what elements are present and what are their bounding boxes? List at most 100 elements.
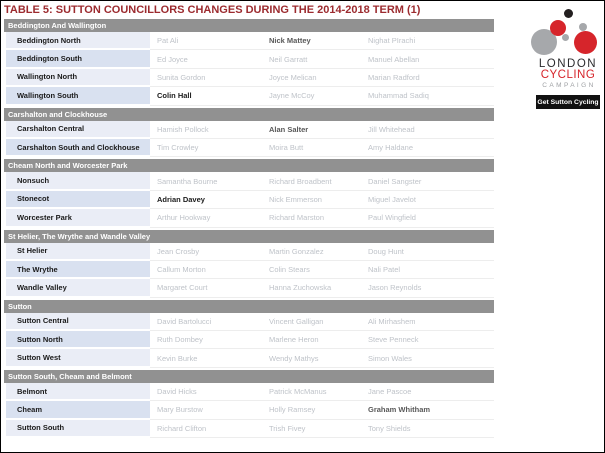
section-rows: Beddington North Pat Ali Nick Mattey Nighat… — [4, 32, 494, 106]
councillor-name: Trish Fivey — [269, 423, 306, 433]
councillor-name: Jason Reynolds — [368, 283, 422, 293]
ward-name: Sutton West — [4, 349, 150, 368]
councillor-name: Nick Mattey — [269, 36, 311, 46]
councillor-cell: Callum Morton — [150, 261, 262, 280]
table-row: Sutton South Richard Clifton Trish Fivey To… — [4, 419, 494, 439]
councillor-cell: Kevin Burke — [150, 349, 262, 368]
councillor-name: Martin Gonzalez — [269, 246, 324, 256]
councillor-name: Neil Garratt — [269, 54, 308, 64]
councillor-name: Kevin Burke — [157, 353, 198, 363]
ward-name: Sutton Central — [4, 312, 150, 332]
councillor-name: David Bartolucci — [157, 316, 212, 326]
table-row: Cheam Mary Burstow Holly Ramsey Graham Whit… — [4, 401, 494, 420]
councillor-cell: Simon Wales — [361, 349, 494, 368]
councillor-name: Richard Marston — [269, 213, 325, 223]
section-header: Sutton — [4, 299, 494, 313]
councillor-cell: Pat Ali — [150, 32, 262, 51]
councillor-cell: Miguel Javelot — [361, 191, 494, 210]
ward-name: Sutton North — [4, 331, 150, 350]
councillor-cell: Arthur Hookway — [150, 209, 262, 228]
councillor-name: Colin Stears — [269, 265, 310, 275]
councillor-name: Holly Ramsey — [269, 405, 316, 415]
councillor-name: Ali Mirhashem — [368, 316, 416, 326]
councillor-cell: Jean Crosby — [150, 243, 262, 261]
councillor-cell: Nick Emmerson — [262, 191, 361, 210]
councillor-name: Colin Hall — [157, 91, 192, 101]
logo-word-cycling: CYCLING — [540, 69, 596, 81]
councillor-cell: Jayne McCoy — [262, 87, 361, 106]
ward-name: Cheam — [4, 401, 150, 420]
ward-name: Wandle Valley — [4, 279, 150, 298]
table-row: Belmont David Hicks Patrick McManus Jane Pa… — [4, 382, 494, 402]
table-row: Worcester Park Arthur Hookway Richard Mars… — [4, 209, 494, 228]
councillor-cell: Vincent Galligan — [262, 313, 361, 332]
page-title: TABLE 5: SUTTON COUNCILLORS CHANGES DURI… — [4, 4, 421, 16]
councillor-cell: Paul Wingfield — [361, 209, 494, 228]
councillor-name: Daniel Sangster — [368, 176, 422, 186]
section-header: Carshalton and Clockhouse — [4, 107, 494, 121]
councillor-cell: Margaret Court — [150, 279, 262, 298]
councillor-name: Steve Penneck — [368, 335, 419, 345]
councillor-name: Richard Broadbent — [269, 176, 332, 186]
councillor-cell: Amy Haldane — [361, 139, 494, 158]
logo-circle-black-icon — [564, 9, 573, 18]
councillor-name: Nighat PIrachi — [368, 36, 416, 46]
section-header: St Helier, The Wrythe and Wandle Valley — [4, 229, 494, 243]
section-rows: Carshalton Central Hamish Pollock Alan Sal… — [4, 120, 494, 158]
councillor-cell: Jane Pascoe — [361, 383, 494, 402]
ward-name: Belmont — [4, 382, 150, 402]
councillor-name: Pat Ali — [157, 36, 179, 46]
table-row: Sutton West Kevin Burke Wendy Mathys Simon … — [4, 349, 494, 368]
table-row: St Helier Jean Crosby Martin Gonzalez Doug … — [4, 242, 494, 261]
councillor-cell: Tim Crowley — [150, 139, 262, 158]
ward-name: Beddington North — [4, 32, 150, 51]
table-row: Carshalton Central Hamish Pollock Alan Sal… — [4, 120, 494, 139]
ward-name: St Helier — [4, 242, 150, 261]
councillor-name: Miguel Javelot — [368, 194, 416, 204]
councillor-name: Hamish Pollock — [157, 124, 209, 134]
section-rows: St Helier Jean Crosby Martin Gonzalez Doug … — [4, 242, 494, 298]
table-row: Stonecot Adrian Davey Nick Emmerson Miguel … — [4, 190, 494, 210]
table-row: The Wrythe Callum Morton Colin Stears Nali … — [4, 260, 494, 280]
councillor-cell: David Hicks — [150, 383, 262, 402]
lcc-circles-icon — [521, 5, 603, 55]
table-row: Wandle Valley Margaret Court Hanna Zuchows… — [4, 279, 494, 298]
councillor-cell: Trish Fivey — [262, 420, 361, 439]
councillor-cell: Marlene Heron — [262, 331, 361, 350]
logo-word-campaign: CAMPAIGN — [542, 82, 596, 89]
ward-name: Nonsuch — [4, 172, 150, 191]
london-cycling-campaign-logo: LONDON CYCLING CAMPAIGN Get Sutton Cycli… — [521, 5, 603, 109]
councillor-cell: Martin Gonzalez — [262, 243, 361, 261]
logo-circle-gray-mid-icon — [562, 34, 569, 41]
councillor-cell: Patrick McManus — [262, 383, 361, 402]
councillor-cell: Ali Mirhashem — [361, 313, 494, 332]
councillor-cell: Mary Burstow — [150, 401, 262, 420]
section-rows: Sutton Central David Bartolucci Vincent Ga… — [4, 312, 494, 368]
councillor-cell: Joyce Melican — [262, 69, 361, 88]
section-rows: Nonsuch Samantha Bourne Richard Broadbent D… — [4, 172, 494, 228]
section-header: Cheam North and Worcester Park — [4, 159, 494, 173]
ward-name: Worcester Park — [4, 209, 150, 228]
councillor-cell: Moira Butt — [262, 139, 361, 158]
councillor-name: Vincent Galligan — [269, 316, 324, 326]
councillor-cell: Adrian Davey — [150, 191, 262, 210]
councillor-cell: Colin Stears — [262, 261, 361, 280]
logo-word-london: LONDON — [538, 58, 598, 70]
councillor-name: Amy Haldane — [368, 143, 414, 153]
councillor-name: Callum Morton — [157, 265, 206, 275]
ward-name: Carshalton Central — [4, 120, 150, 139]
councillor-cell: Richard Marston — [262, 209, 361, 228]
councillor-cell: Colin Hall — [150, 87, 262, 106]
councillor-cell: Alan Salter — [262, 121, 361, 139]
councillor-name: Ruth Dombey — [157, 335, 203, 345]
councillor-cell: Neil Garratt — [262, 50, 361, 69]
logo-circle-red-big-icon — [574, 31, 597, 54]
ward-name: Carshalton South and Clockhouse — [4, 138, 150, 158]
councillor-name: Hanna Zuchowska — [269, 283, 332, 293]
ward-name: Wallington North — [4, 68, 150, 88]
table-row: Wallington North Sunita Gordon Joyce Melic… — [4, 68, 494, 88]
councillor-name: Simon Wales — [368, 353, 412, 363]
councillor-cell: Jason Reynolds — [361, 279, 494, 298]
table-row: Beddington South Ed Joyce Neil Garratt Manu… — [4, 50, 494, 69]
councillor-name: Wendy Mathys — [269, 353, 319, 363]
